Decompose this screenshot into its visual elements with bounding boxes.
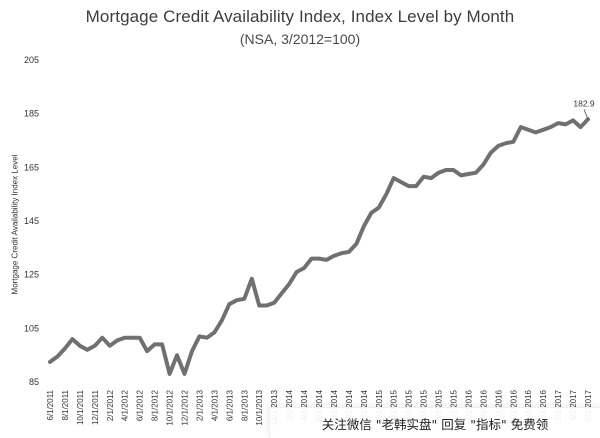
chart-subtitle: (NSA, 3/2012=100): [239, 31, 361, 47]
x-tick-label: 4/1/2013: [210, 389, 219, 421]
x-tick-label: 6/1/2013: [225, 389, 234, 421]
x-tick-label: 2/1/2014: [285, 389, 294, 421]
end-value-label: 182.9: [573, 98, 595, 108]
series-line: [48, 117, 590, 376]
end-label-pointer: [583, 109, 589, 120]
x-tick-label: 10/1/2012: [166, 389, 175, 425]
x-tick-label: 8/1/2016: [509, 389, 518, 421]
y-tick-label: 145: [24, 216, 39, 226]
x-tick-label: 4/1/2012: [121, 389, 130, 421]
x-tick-label: 2/1/2015: [375, 389, 384, 421]
x-tick-label: 12/1/2011: [91, 389, 100, 425]
x-tick-label: 4/1/2016: [479, 389, 488, 421]
x-tick-label: 8/1/2013: [240, 389, 249, 421]
y-axis: 85 105 125 145 165 185 205: [24, 55, 39, 387]
x-tick-label: 2/1/2012: [106, 389, 115, 421]
x-tick-label: 6/1/2015: [405, 389, 414, 421]
x-tick-label: 4/1/2014: [300, 389, 309, 421]
series-layer: [48, 117, 590, 376]
x-tick-label: 10/1/2013: [255, 389, 264, 425]
x-tick-label: 8/1/2017: [599, 389, 600, 421]
x-tick-label: 2/1/2016: [464, 389, 473, 421]
y-tick-label: 205: [24, 55, 39, 65]
y-tick-label: 105: [24, 323, 39, 333]
watermark-banner: 关注微信 "老韩实盘" 回复 "指标" 免费领: [269, 407, 600, 438]
x-tick-label: 2/1/2017: [554, 389, 563, 421]
y-tick-label: 165: [24, 162, 39, 172]
x-tick-label: 4/1/2017: [569, 389, 578, 421]
x-tick-label: 6/1/2016: [494, 389, 503, 421]
x-tick-label: 4/1/2015: [390, 389, 399, 421]
x-tick-label: 8/1/2011: [61, 389, 70, 420]
y-tick-label: 85: [29, 377, 39, 387]
x-tick-label: 6/1/2014: [315, 389, 324, 421]
x-tick-label: 8/1/2012: [151, 389, 160, 421]
label-layer: 182.9: [573, 98, 595, 120]
y-tick-label: 125: [24, 270, 39, 280]
x-tick-label: 2/1/2013: [195, 389, 204, 421]
x-tick-label: 12/1/2012: [181, 389, 190, 425]
x-tick-label: 8/1/2014: [330, 389, 339, 421]
x-tick-label: 6/1/2012: [136, 389, 145, 421]
chart-title: Mortgage Credit Availability Index, Inde…: [85, 7, 515, 26]
x-tick-label: 8/1/2015: [420, 389, 429, 421]
x-tick-label: 6/1/2017: [584, 389, 593, 421]
y-tick-label: 185: [24, 109, 39, 119]
x-tick-label: 6/1/2011: [46, 389, 55, 420]
x-tick-label: 10/1/2011: [76, 389, 85, 425]
